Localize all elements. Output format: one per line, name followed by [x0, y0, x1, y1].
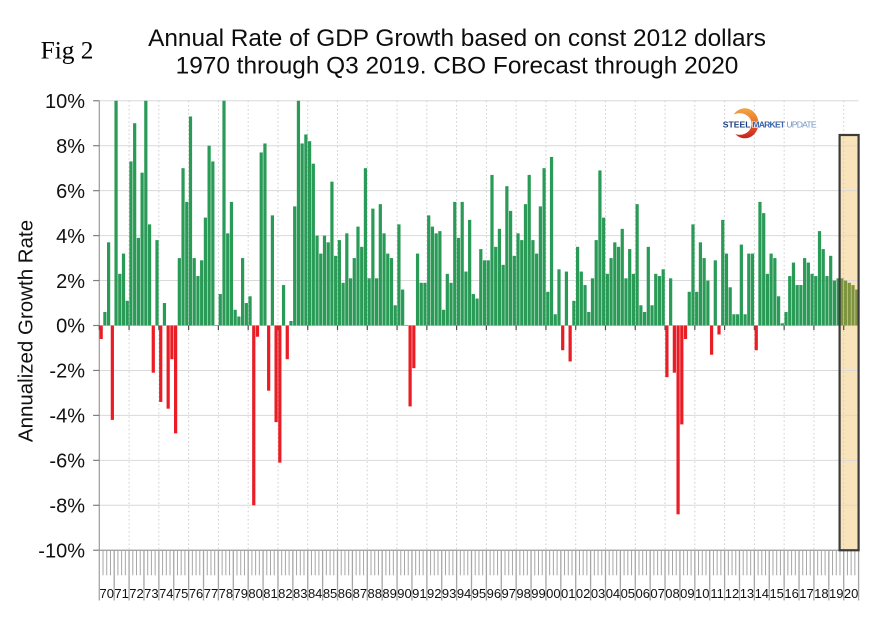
svg-text:81: 81 [263, 586, 277, 601]
svg-text:79: 79 [234, 586, 248, 601]
svg-text:16: 16 [784, 586, 798, 601]
svg-text:19: 19 [829, 586, 843, 601]
svg-text:03: 03 [591, 586, 605, 601]
svg-text:02: 02 [576, 586, 590, 601]
svg-text:87: 87 [353, 586, 367, 601]
svg-text:91: 91 [412, 586, 426, 601]
svg-text:82: 82 [278, 586, 292, 601]
svg-text:06: 06 [635, 586, 649, 601]
svg-text:18: 18 [814, 586, 828, 601]
svg-text:96: 96 [487, 586, 501, 601]
svg-text:80: 80 [248, 586, 262, 601]
svg-text:98: 98 [516, 586, 530, 601]
svg-text:10: 10 [695, 586, 709, 601]
svg-text:97: 97 [501, 586, 515, 601]
svg-text:MARKET: MARKET [752, 120, 786, 130]
svg-text:-4%: -4% [49, 406, 85, 428]
svg-text:99: 99 [531, 586, 545, 601]
svg-text:08: 08 [665, 586, 679, 601]
svg-text:01: 01 [561, 586, 575, 601]
svg-text:76: 76 [189, 586, 203, 601]
svg-text:73: 73 [144, 586, 158, 601]
svg-text:12: 12 [725, 586, 739, 601]
svg-text:-8%: -8% [49, 496, 85, 518]
svg-text:93: 93 [442, 586, 456, 601]
svg-text:77: 77 [204, 586, 218, 601]
svg-text:95: 95 [472, 586, 486, 601]
svg-text:8%: 8% [56, 136, 85, 158]
svg-text:17: 17 [799, 586, 813, 601]
svg-text:Annual Rate of GDP Growth base: Annual Rate of GDP Growth based on const… [148, 25, 766, 52]
svg-text:STEEL: STEEL [723, 120, 751, 130]
svg-text:70: 70 [100, 586, 114, 601]
svg-text:13: 13 [740, 586, 754, 601]
svg-text:89: 89 [382, 586, 396, 601]
svg-text:-10%: -10% [38, 540, 85, 562]
svg-text:0%: 0% [56, 316, 85, 338]
svg-text:71: 71 [114, 586, 128, 601]
svg-text:88: 88 [367, 586, 381, 601]
svg-text:72: 72 [129, 586, 143, 601]
svg-text:-6%: -6% [49, 451, 85, 473]
svg-text:10%: 10% [45, 91, 85, 113]
svg-text:83: 83 [293, 586, 307, 601]
svg-text:85: 85 [323, 586, 337, 601]
svg-text:86: 86 [338, 586, 352, 601]
svg-text:84: 84 [308, 586, 322, 601]
svg-text:4%: 4% [56, 226, 85, 248]
svg-text:78: 78 [219, 586, 233, 601]
svg-text:92: 92 [427, 586, 441, 601]
svg-text:Fig 2: Fig 2 [41, 37, 94, 65]
svg-text:90: 90 [397, 586, 411, 601]
svg-text:05: 05 [621, 586, 635, 601]
svg-text:-2%: -2% [49, 361, 85, 383]
svg-text:6%: 6% [56, 181, 85, 203]
svg-text:07: 07 [650, 586, 664, 601]
svg-text:75: 75 [174, 586, 188, 601]
svg-text:04: 04 [606, 586, 620, 601]
svg-text:00: 00 [546, 586, 560, 601]
svg-text:1970 through Q3 2019. CBO Fore: 1970 through Q3 2019. CBO Forecast throu… [176, 53, 739, 80]
svg-text:74: 74 [159, 586, 173, 601]
svg-text:15: 15 [769, 586, 783, 601]
svg-text:09: 09 [680, 586, 694, 601]
svg-text:2%: 2% [56, 271, 85, 293]
svg-text:94: 94 [457, 586, 471, 601]
svg-text:UPDATE: UPDATE [786, 120, 816, 130]
svg-text:11: 11 [710, 586, 724, 601]
svg-text:Annualized Growth Rate: Annualized Growth Rate [15, 220, 38, 442]
svg-text:14: 14 [755, 586, 769, 601]
svg-text:20: 20 [844, 586, 858, 601]
